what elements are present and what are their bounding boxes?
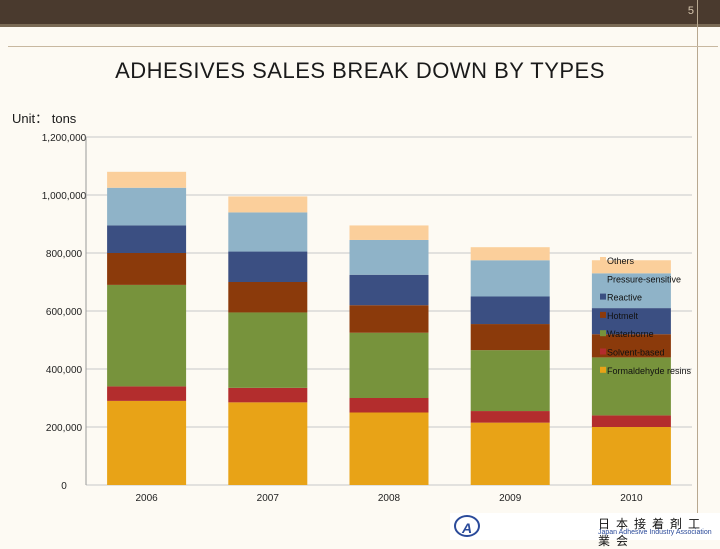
bar-segment [107, 400, 187, 485]
bar-segment [107, 171, 187, 188]
bar-segment [470, 324, 550, 351]
bar-segment [228, 196, 308, 213]
bar-segment [349, 412, 429, 485]
bar-segment [470, 350, 550, 412]
bar-segment [470, 247, 550, 261]
legend-swatch [600, 366, 606, 373]
bar-segment [591, 260, 671, 274]
association-logo: A 日本接着剤工業会 Japan Adhesive Industry Assoc… [450, 513, 720, 548]
bar-segment [228, 312, 308, 388]
header-bar [0, 0, 720, 24]
chart-title: ADHESIVES SALES BREAK DOWN BY TYPES [115, 58, 605, 83]
unit-label: Unit： tons [12, 111, 77, 126]
y-tick-label: 200,000 [46, 423, 83, 434]
bar-segment [228, 402, 308, 485]
legend-swatch [600, 311, 606, 318]
bar-segment [107, 284, 187, 387]
bar-segment [470, 260, 550, 297]
frame-vertical-line [697, 0, 698, 540]
bar-segment [349, 332, 429, 398]
bar-segment [591, 415, 671, 427]
y-tick-label: 400,000 [46, 365, 83, 376]
legend-label: Solvent-based [607, 348, 665, 358]
legend-swatch [600, 348, 606, 355]
y-tick-label: 0 [61, 481, 67, 492]
x-tick-label: 2006 [135, 493, 158, 504]
bar-segment [107, 253, 187, 285]
x-tick-label: 2009 [499, 493, 522, 504]
y-tick-label: 800,000 [46, 249, 83, 260]
legend-swatch [600, 257, 606, 263]
legend-swatch [600, 275, 606, 282]
bar-segment [228, 387, 308, 403]
bar-segment [107, 187, 187, 226]
bar-segment [470, 422, 550, 485]
legend-label: Waterborne [607, 329, 654, 339]
legend-label: Others [607, 256, 635, 266]
association-name-en: Japan Adhesive Industry Association [598, 529, 712, 536]
frame-horizontal-line [8, 46, 718, 47]
y-tick-label: 1,200,000 [42, 133, 87, 144]
bar-segment [107, 386, 187, 401]
bar-segment [349, 225, 429, 240]
bar-segment [470, 411, 550, 423]
bar-segment [470, 296, 550, 325]
bar-segment [591, 334, 671, 358]
slide-number: 5 [687, 5, 694, 17]
legend-label: Reactive [607, 293, 642, 303]
bar-segment [349, 305, 429, 333]
legend-swatch [600, 293, 606, 300]
bar-segment [228, 251, 308, 282]
x-tick-label: 2007 [257, 493, 280, 504]
association-logo-mark: A [454, 515, 480, 537]
bar-segment [349, 239, 429, 275]
bar-segment [107, 225, 187, 253]
bar-segment [228, 212, 308, 252]
legend-label: Hotmelt [607, 311, 639, 321]
bar-segment [349, 398, 429, 413]
legend-swatch [600, 330, 606, 337]
y-tick-label: 1,000,000 [42, 191, 87, 202]
legend-label: Formaldehyde resins [607, 366, 692, 376]
x-tick-label: 2010 [620, 493, 643, 504]
bar-segment [349, 274, 429, 306]
header-accent-line [0, 24, 720, 27]
legend-label: Pressure-sensitive [607, 274, 681, 284]
bar-segment [228, 282, 308, 313]
bar-segment [591, 427, 671, 485]
y-tick-label: 600,000 [46, 307, 83, 318]
x-tick-label: 2008 [378, 493, 401, 504]
